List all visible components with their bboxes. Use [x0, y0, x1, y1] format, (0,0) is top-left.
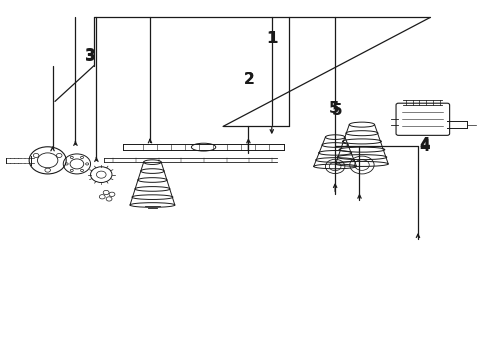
- Text: 3: 3: [85, 49, 96, 64]
- Text: 2: 2: [244, 72, 254, 87]
- Text: 5: 5: [329, 101, 340, 116]
- Text: 1: 1: [266, 31, 276, 46]
- Text: 2: 2: [244, 72, 254, 87]
- Text: 5: 5: [332, 103, 343, 118]
- Text: 1: 1: [267, 31, 277, 46]
- Text: 4: 4: [419, 139, 430, 154]
- Text: 3: 3: [85, 48, 96, 63]
- Text: 4: 4: [419, 137, 430, 152]
